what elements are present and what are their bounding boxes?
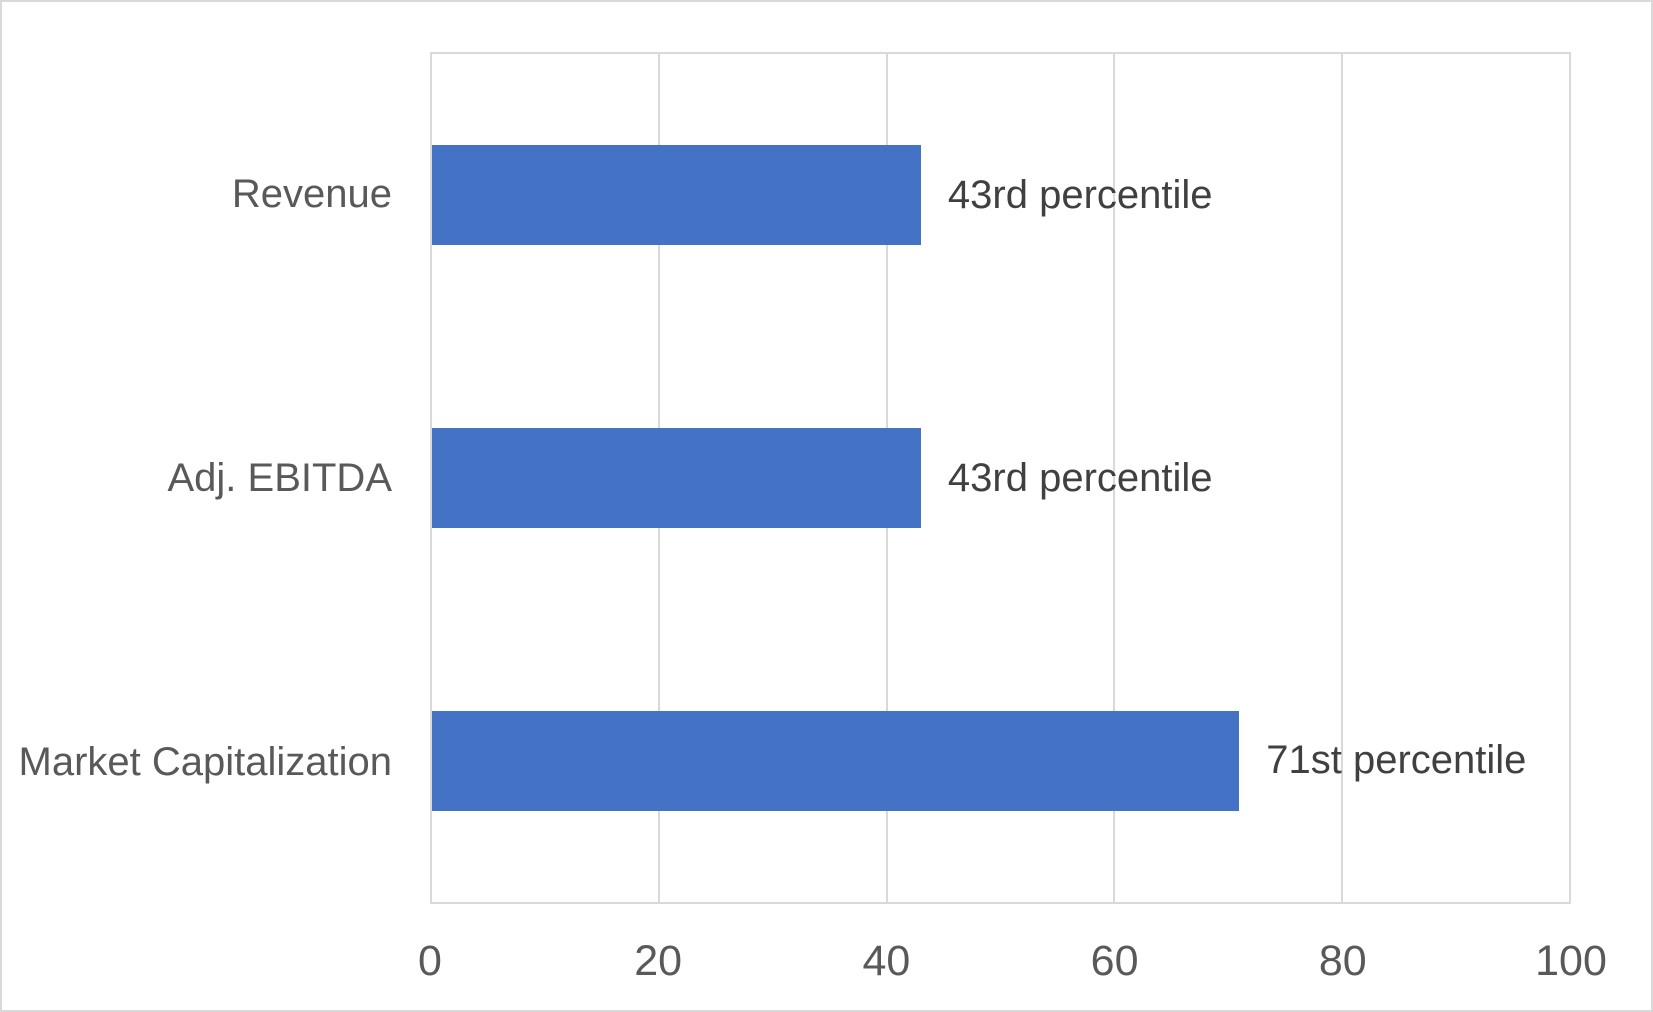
category-cell: Revenue xyxy=(2,52,430,336)
category-axis: Revenue Adj. EBITDA Market Capitalizatio… xyxy=(2,52,430,904)
x-tick-0: 0 xyxy=(418,937,442,985)
bar-row-revenue: 43rd percentile xyxy=(432,54,1569,337)
x-tick-40: 40 xyxy=(862,937,911,985)
gridline-60 xyxy=(1113,54,1116,902)
plot-area: 43rd percentile 43rd percentile 71st per… xyxy=(430,52,1571,904)
bar-row-adj-ebitda: 43rd percentile xyxy=(432,337,1569,620)
category-label-adj-ebitda: Adj. EBITDA xyxy=(167,455,392,500)
x-tick-20: 20 xyxy=(634,937,683,985)
x-tick-80: 80 xyxy=(1318,937,1367,985)
x-tick-100: 100 xyxy=(1535,937,1607,985)
gridline-80 xyxy=(1340,54,1343,902)
bar-series: 43rd percentile 43rd percentile 71st per… xyxy=(432,54,1569,902)
bar-market-capitalization xyxy=(432,710,1240,811)
category-cell: Adj. EBITDA xyxy=(2,336,430,620)
category-label-market-capitalization: Market Capitalization xyxy=(18,739,393,784)
bar-adj-ebitda xyxy=(432,428,921,528)
data-label-market-capitalization: 71st percentile xyxy=(1266,738,1527,783)
category-label-revenue: Revenue xyxy=(231,171,392,216)
data-label-revenue: 43rd percentile xyxy=(947,172,1213,217)
bar-row-market-capitalization: 71st percentile xyxy=(432,619,1569,902)
category-cell: Market Capitalization xyxy=(2,620,430,904)
bar-revenue xyxy=(432,145,921,246)
data-label-adj-ebitda: 43rd percentile xyxy=(947,455,1213,500)
x-axis-tick-labels: 0 20 40 60 80 100 xyxy=(418,937,1607,990)
x-tick-60: 60 xyxy=(1090,937,1139,985)
